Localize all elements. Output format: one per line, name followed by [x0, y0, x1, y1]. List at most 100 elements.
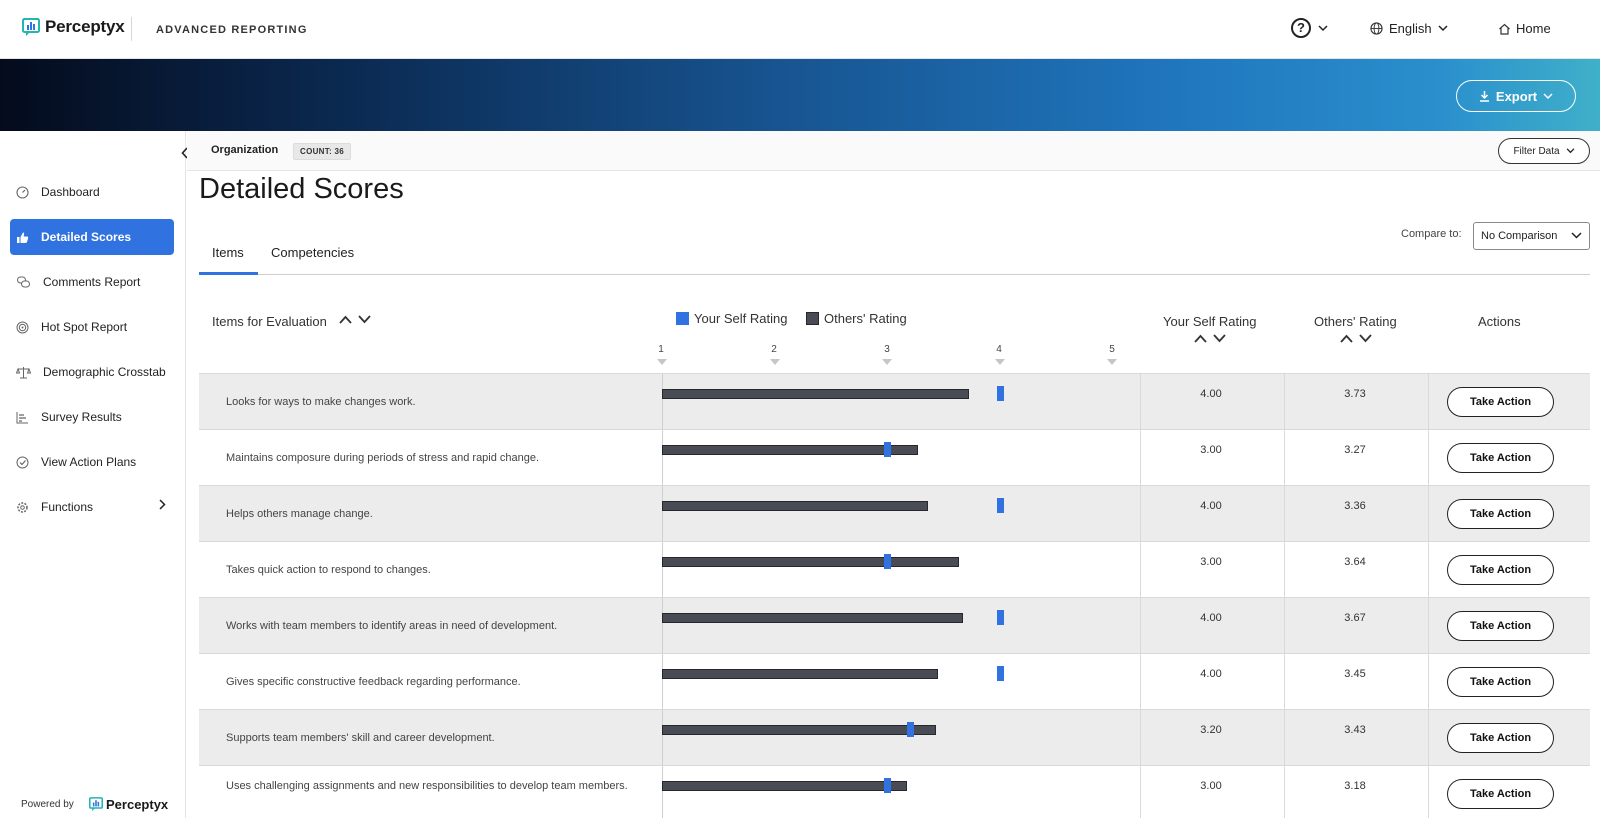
sidebar-item-functions[interactable]: Functions	[10, 489, 174, 525]
sidebar-item-label: Hot Spot Report	[41, 320, 128, 334]
column-separator	[1140, 542, 1141, 598]
perceptyx-logo-icon	[22, 17, 40, 36]
sort-ascending-icon[interactable]	[1340, 334, 1353, 343]
help-menu[interactable]: ?	[1291, 18, 1328, 38]
sidebar-item-comments-report[interactable]: Comments Report	[10, 264, 174, 300]
sort-descending-icon[interactable]	[358, 315, 371, 324]
column-separator	[1428, 542, 1429, 598]
chart-axis-line	[662, 374, 663, 430]
active-tab-indicator	[199, 272, 258, 275]
header-banner	[0, 59, 1600, 131]
brand-logo[interactable]: Perceptyx	[22, 17, 125, 37]
home-label: Home	[1516, 21, 1551, 36]
item-label: Takes quick action to respond to changes…	[226, 564, 431, 576]
self-rating-value: 4.00	[1200, 612, 1222, 624]
legend-others: Others' Rating	[806, 311, 907, 326]
column-separator	[1428, 654, 1429, 710]
others-rating-sort-controls[interactable]	[1340, 334, 1372, 343]
table-row: Takes quick action to respond to changes…	[199, 541, 1590, 598]
scale-tick-label: 3	[884, 344, 890, 355]
others-rating-value: 3.27	[1344, 444, 1366, 456]
sidebar-item-label: Comments Report	[43, 275, 141, 289]
take-action-button[interactable]: Take Action	[1447, 611, 1554, 641]
sort-descending-icon[interactable]	[1213, 334, 1226, 343]
others-rating-bar	[662, 613, 963, 623]
table-row: Gives specific constructive feedback reg…	[199, 653, 1590, 710]
scale-tick-label: 5	[1109, 344, 1115, 355]
collapse-sidebar-icon[interactable]	[181, 147, 189, 159]
self-rating-sort-controls[interactable]	[1194, 334, 1226, 343]
organization-label: Organization	[211, 144, 279, 156]
tab-competencies[interactable]: Competencies	[271, 245, 355, 260]
column-separator	[1140, 430, 1141, 486]
column-separator	[1284, 374, 1285, 430]
sidebar-item-label: Functions	[41, 500, 94, 514]
column-separator	[1284, 710, 1285, 766]
chat-bubbles-icon	[17, 276, 30, 287]
self-rating-marker	[884, 778, 892, 793]
tab-items[interactable]: Items	[212, 245, 244, 260]
chevron-down-icon	[1566, 148, 1574, 154]
others-rating-bar	[662, 501, 928, 511]
sort-descending-icon[interactable]	[1359, 334, 1372, 343]
scores-table-body: Looks for ways to make changes work. 4.00…	[199, 373, 1590, 818]
column-separator	[1140, 766, 1141, 818]
scale-tick-label: 2	[771, 344, 777, 355]
column-separator	[1428, 430, 1429, 486]
product-name: ADVANCED REPORTING	[156, 24, 308, 36]
take-action-button[interactable]: Take Action	[1447, 555, 1554, 585]
sidebar-item-label: Survey Results	[41, 410, 122, 424]
sort-ascending-icon[interactable]	[1194, 334, 1207, 343]
scale-tick-marker	[995, 359, 1005, 365]
compare-to-select[interactable]: No Comparison	[1473, 222, 1590, 250]
others-rating-bar	[662, 445, 918, 455]
others-rating-bar	[662, 557, 960, 567]
take-action-button[interactable]: Take Action	[1447, 443, 1554, 473]
sidebar-item-hot-spot-report[interactable]: Hot Spot Report	[10, 309, 174, 345]
home-link[interactable]: Home	[1498, 21, 1551, 36]
self-rating-value: 4.00	[1200, 500, 1222, 512]
self-rating-marker	[996, 498, 1004, 513]
scale-tick-label: 4	[996, 344, 1002, 355]
target-icon	[16, 321, 29, 333]
filter-data-button[interactable]: Filter Data	[1498, 138, 1590, 164]
sidebar-item-detailed-scores[interactable]: Detailed Scores	[10, 219, 174, 255]
items-sort-controls[interactable]	[339, 315, 371, 324]
others-rating-value: 3.45	[1344, 668, 1366, 680]
sidebar-item-label: Demographic Crosstab	[43, 365, 166, 379]
take-action-button[interactable]: Take Action	[1447, 667, 1554, 697]
take-action-button[interactable]: Take Action	[1447, 723, 1554, 753]
tabs-divider	[199, 274, 1590, 275]
scale-tick-marker	[770, 359, 780, 365]
bar-list-icon	[16, 411, 28, 423]
export-button[interactable]: Export	[1456, 80, 1576, 112]
table-row: Supports team members' skill and career …	[199, 709, 1590, 766]
sidebar-item-view-action-plans[interactable]: View Action Plans	[10, 444, 174, 480]
thumbs-up-icon	[17, 232, 29, 243]
top-bar: Perceptyx ADVANCED REPORTING ? English H…	[0, 0, 1600, 59]
scale-tick-marker	[657, 359, 667, 365]
legend-self-swatch	[676, 312, 689, 325]
take-action-button[interactable]: Take Action	[1447, 387, 1554, 417]
item-label: Maintains composure during periods of st…	[226, 452, 540, 464]
take-action-button[interactable]: Take Action	[1447, 779, 1554, 809]
take-action-button[interactable]: Take Action	[1447, 499, 1554, 529]
column-separator	[1428, 766, 1429, 818]
item-label: Helps others manage change.	[226, 508, 373, 520]
column-separator	[1428, 374, 1429, 430]
sidebar-item-demographic-crosstab[interactable]: Demographic Crosstab	[10, 354, 174, 390]
table-row: Looks for ways to make changes work. 4.00…	[199, 373, 1590, 430]
language-label: English	[1389, 21, 1432, 36]
compare-to-label: Compare to:	[1401, 228, 1462, 240]
sort-ascending-icon[interactable]	[339, 315, 352, 324]
item-label: Gives specific constructive feedback reg…	[226, 676, 521, 688]
language-selector[interactable]: English	[1370, 21, 1448, 36]
column-separator	[1428, 710, 1429, 766]
sidebar-item-survey-results[interactable]: Survey Results	[10, 399, 174, 435]
item-label: Looks for ways to make changes work.	[226, 396, 416, 408]
others-rating-value: 3.67	[1344, 612, 1366, 624]
sidebar-item-dashboard[interactable]: Dashboard	[10, 174, 174, 210]
header-divider	[131, 17, 132, 41]
chevron-down-icon	[1571, 232, 1582, 239]
legend-self: Your Self Rating	[676, 311, 787, 326]
